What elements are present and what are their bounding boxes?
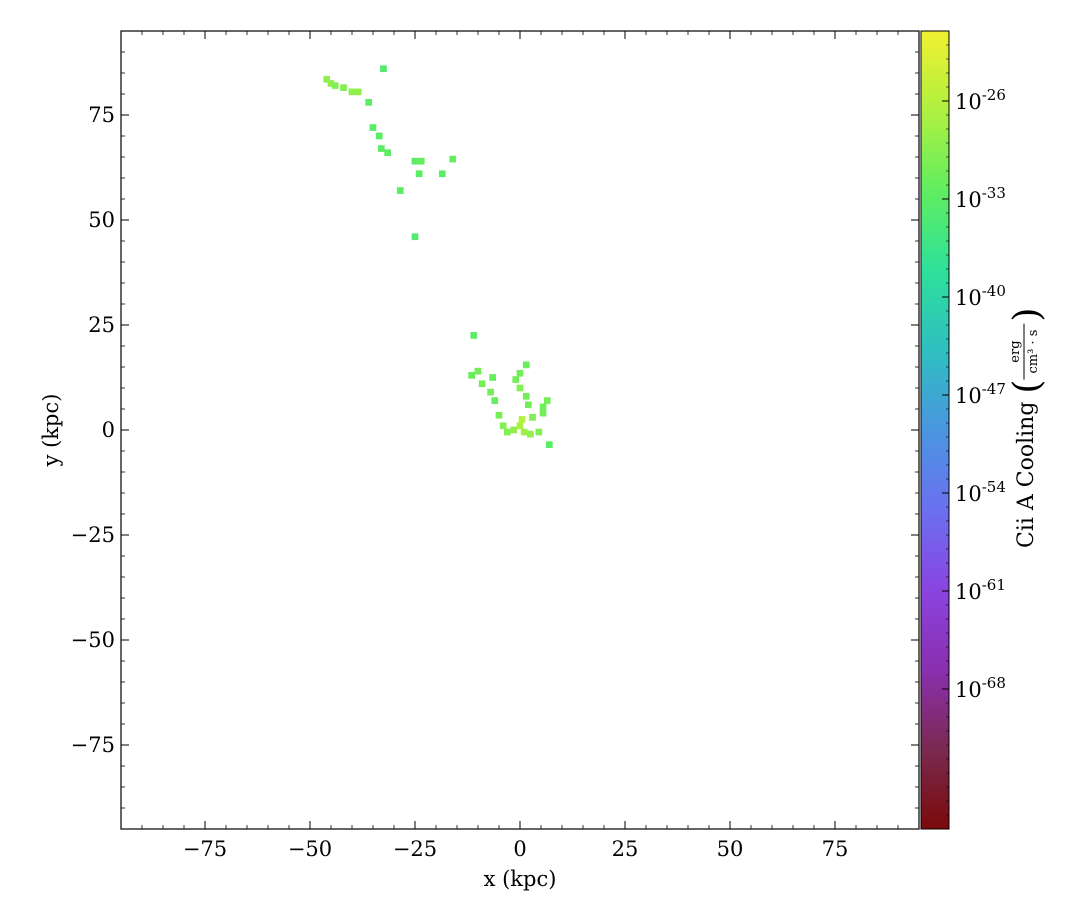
heatmap-cell: [411, 233, 419, 241]
heatmap-cell: [529, 414, 536, 421]
y-tick-label: 50: [88, 208, 115, 232]
heatmap-cell: [378, 145, 385, 152]
colorbar-label-unit-numerator: erg: [1008, 340, 1023, 362]
heatmap-cell: [510, 426, 517, 434]
heatmap-cell: [417, 157, 425, 165]
colorbar-label-unit-denominator: cm³ · s: [1026, 330, 1041, 374]
heatmap-cell: [516, 422, 524, 430]
heatmap-cell: [415, 170, 423, 178]
colorbar-tick-exponent: -61: [982, 576, 1006, 594]
y-tick-label: 75: [88, 103, 115, 127]
x-tick-label: −50: [288, 837, 332, 861]
heatmap-cell: [504, 428, 511, 436]
x-axis-label: x (kpc): [484, 867, 557, 891]
colorbar-tick-exponent: -68: [982, 674, 1006, 692]
heatmap-cell: [380, 65, 387, 73]
colorbar-tick-base: 10: [955, 580, 982, 604]
heatmap-cell: [396, 187, 404, 194]
heatmap-cell: [516, 369, 524, 377]
colorbar-label: Cii A Cooling ( erg cm³ · s ): [1007, 308, 1048, 548]
colorbar-tick-label: 10-26: [955, 86, 1006, 114]
heatmap-cell: [539, 409, 547, 417]
heatmap-cell: [468, 372, 475, 379]
colorbar-tick-exponent: -40: [982, 282, 1006, 300]
y-tick-label: −50: [71, 628, 115, 652]
colorbar-tick-exponent: -33: [982, 184, 1006, 202]
heatmap-cell: [520, 428, 528, 436]
heatmap-cell: [543, 397, 551, 404]
heatmap-cell: [375, 132, 383, 140]
x-tick-label: −75: [183, 837, 227, 861]
heatmap-cell: [340, 84, 347, 91]
colorbar-tick-label: 10-68: [955, 674, 1006, 702]
heatmap-cell: [487, 388, 494, 396]
colorbar: [920, 30, 950, 830]
axis-ticks: −75 −50 −25 0 25 50 75 −75 −50 −25 0 25 50 75: [71, 30, 920, 861]
colorbar-tick-base: 10: [955, 90, 982, 114]
heatmap-cell: [518, 416, 526, 423]
y-axis-label: y (kpc): [39, 394, 63, 468]
heatmap-cell: [331, 82, 339, 89]
heatmap-cell: [535, 428, 543, 436]
y-tick-label: 0: [102, 418, 115, 442]
colorbar-tick-label: 10-61: [955, 576, 1006, 604]
colorbar-label-close-paren: ): [1007, 308, 1048, 322]
colorbar-label-open-paren: (: [1007, 380, 1048, 394]
x-tick-label: 50: [717, 837, 744, 861]
heatmap-cell: [491, 397, 499, 404]
heatmap-cell: [522, 393, 530, 400]
heatmap-cell: [354, 88, 362, 96]
heatmap-cell: [449, 155, 457, 163]
x-tick-label: 0: [513, 837, 526, 861]
heatmap-cell: [365, 99, 373, 106]
heatmap-cell: [411, 157, 419, 165]
heatmap-cell: [525, 401, 532, 409]
x-tick-label: 75: [822, 837, 849, 861]
colorbar-tick-base: 10: [955, 482, 982, 506]
heatmap-cell: [539, 403, 547, 411]
heatmap-cell: [527, 430, 534, 438]
colorbar-tick-exponent: -47: [982, 380, 1006, 398]
x-tick-label: −25: [393, 837, 437, 861]
y-tick-label: 25: [88, 313, 115, 337]
colorbar-tick-base: 10: [955, 188, 982, 212]
heatmap-cell: [348, 88, 356, 96]
heatmap-cell: [478, 380, 486, 388]
x-tick-label: 25: [612, 837, 639, 861]
heatmap-cell: [546, 441, 553, 448]
colorbar-tick-label: 10-54: [955, 478, 1006, 506]
heatmap-cell: [495, 411, 503, 419]
colorbar-tick-exponent: -54: [982, 478, 1006, 496]
y-tick-label: −75: [71, 733, 115, 757]
heatmap-cell: [516, 384, 524, 392]
colorbar-tick-base: 10: [955, 286, 982, 310]
colorbar-tick-label: 10-47: [955, 380, 1006, 408]
colorbar-label-main: Cii A Cooling: [1014, 402, 1039, 548]
heatmap-cell: [438, 170, 446, 178]
colorbar-tick-base: 10: [955, 678, 982, 702]
heatmap-cell: [369, 124, 377, 131]
heatmap-cells: [323, 65, 553, 448]
colorbar-tick-label: 10-33: [955, 184, 1006, 212]
heatmap-cell: [489, 374, 496, 381]
colorbar-tick-exponent: -26: [982, 86, 1006, 104]
heatmap-cell: [474, 367, 482, 375]
heatmap-cell: [470, 332, 478, 339]
colorbar-tick-base: 10: [955, 384, 982, 408]
heatmap-cell: [499, 422, 507, 430]
y-tick-label: −25: [71, 523, 115, 547]
heatmap-cell: [512, 376, 520, 383]
heatmap-cell: [327, 80, 335, 87]
heatmap-cell: [522, 361, 530, 369]
plot-frame: [120, 30, 920, 830]
heatmap-cell: [323, 75, 331, 83]
colorbar-tick-label: 10-40: [955, 282, 1006, 310]
heatmap-cell: [384, 149, 391, 157]
